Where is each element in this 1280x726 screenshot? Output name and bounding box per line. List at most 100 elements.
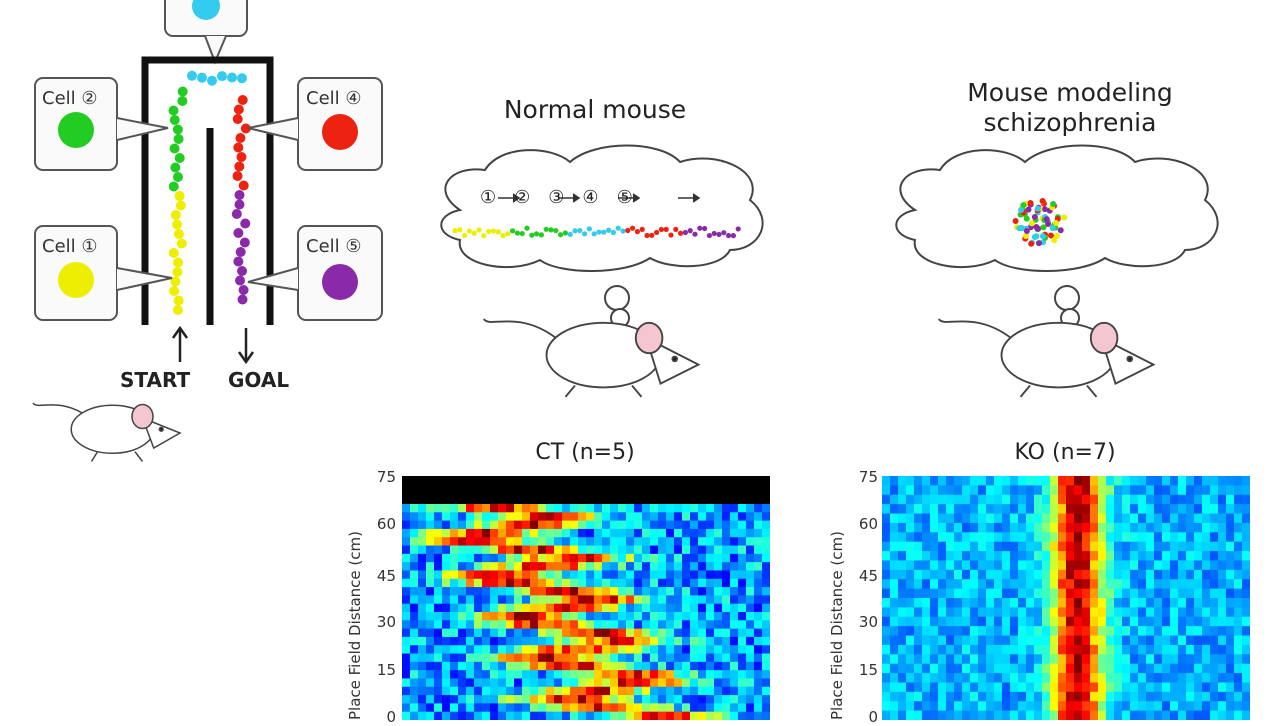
- heatmap-cell: [522, 628, 531, 638]
- heatmap-cell: [1098, 560, 1107, 571]
- heatmap-cell: [754, 628, 763, 638]
- heatmap-cell: [594, 645, 603, 655]
- heatmap-cell: [1066, 616, 1075, 627]
- heatmap-cell: [1010, 626, 1019, 637]
- heatmap-cell: [1162, 485, 1171, 496]
- heatmap-cell: [962, 701, 971, 712]
- heatmap-cell: [674, 703, 683, 713]
- heatmap-cell: [1194, 682, 1203, 693]
- heatmap-cell: [1050, 626, 1059, 637]
- heatmap-cell: [754, 670, 763, 679]
- heatmap-cell: [442, 595, 451, 605]
- heatmap-cell: [1154, 504, 1163, 515]
- heatmap-cell: [938, 532, 947, 543]
- heatmap-cell: [434, 512, 443, 522]
- heatmap-cell: [434, 645, 443, 655]
- heatmap-cell: [1106, 701, 1115, 712]
- cluster-dot: [1027, 200, 1034, 207]
- heatmap-cell: [530, 686, 539, 696]
- heatmap-cell: [1130, 598, 1139, 608]
- heatmap-cell: [754, 520, 763, 530]
- heatmap-cell: [666, 504, 675, 513]
- heatmap-cell: [1066, 513, 1075, 524]
- heatmap-cell: [482, 587, 491, 596]
- heatmap-cell: [754, 695, 763, 704]
- heatmap-cell: [714, 711, 723, 720]
- heatmap-cell: [578, 686, 587, 696]
- heatmap-cell: [522, 587, 531, 596]
- sequence-dot: [697, 225, 703, 231]
- heatmap-cell: [1122, 560, 1131, 571]
- heatmap-cell: [1210, 551, 1219, 561]
- heatmap-cell: [442, 620, 451, 630]
- heatmap-cell: [1018, 673, 1027, 683]
- heatmap-cell: [1154, 701, 1163, 712]
- heatmap-cell: [978, 616, 987, 627]
- heatmap-cell: [546, 578, 555, 588]
- heatmap-cell: [898, 569, 907, 580]
- cluster-dot: [1016, 225, 1023, 232]
- heatmap-cell: [898, 541, 907, 552]
- heatmap-cell: [738, 636, 747, 646]
- heatmap-cell: [570, 645, 579, 655]
- heatmap-cell: [570, 504, 579, 513]
- heatmap-cell: [626, 695, 635, 704]
- heatmap-cell: [1186, 710, 1195, 720]
- heatmap-cell: [570, 711, 579, 720]
- heatmap-cell: [618, 653, 627, 663]
- heatmap-cell: [618, 537, 627, 547]
- heatmap-cell: [434, 537, 443, 547]
- heatmap-cell: [1210, 607, 1219, 618]
- sequence-dot: [668, 232, 674, 238]
- heatmap-cell: [514, 695, 523, 704]
- heatmap-cell: [402, 695, 411, 704]
- heatmap-cell: [986, 588, 995, 599]
- heatmap-cell: [402, 528, 411, 538]
- heatmap-cell: [474, 653, 483, 663]
- heatmap-cell: [610, 711, 619, 720]
- heatmap-cell: [458, 545, 467, 555]
- heatmap-cell: [746, 553, 755, 563]
- heatmap-cell: [530, 628, 539, 638]
- heatmap-cell: [698, 504, 707, 513]
- heatmap-cell: [1138, 710, 1147, 720]
- heatmap-cell: [1202, 598, 1211, 608]
- heatmap-cell: [426, 645, 435, 655]
- heatmap-cell: [1218, 485, 1227, 496]
- heatmap-cell: [554, 695, 563, 704]
- heatmap-cell: [1058, 635, 1067, 646]
- heatmap-cell: [882, 663, 891, 674]
- heatmap-cell: [938, 644, 947, 655]
- heatmap-cell: [426, 620, 435, 630]
- heatmap-cell: [1122, 682, 1131, 693]
- heatmap-cell: [1170, 682, 1179, 693]
- heatmap-cell: [1090, 522, 1099, 533]
- heatmap-cell: [1186, 598, 1195, 608]
- heatmap-cell: [1042, 532, 1051, 543]
- heatmap-cell: [674, 545, 683, 555]
- heatmap-cell: [658, 686, 667, 696]
- heatmap-cell: [898, 560, 907, 571]
- trajectory-dot: [170, 162, 181, 173]
- heatmap-cell: [954, 532, 963, 543]
- heatmap-cell: [978, 691, 987, 702]
- heatmap-cell: [674, 603, 683, 613]
- cell1-label: Cell ①: [42, 236, 98, 257]
- heatmap-cell: [882, 485, 891, 496]
- heatmap-cell: [978, 701, 987, 712]
- heatmap-cell: [970, 588, 979, 599]
- heatmap-cell: [1010, 710, 1019, 720]
- heatmap-cell: [626, 595, 635, 605]
- heatmap-cell: [642, 504, 651, 513]
- heatmap-cell: [754, 661, 763, 671]
- heatmap-cell: [674, 512, 683, 522]
- heatmap-cell: [1218, 494, 1227, 505]
- cluster-dot: [1028, 220, 1035, 227]
- heatmap-cell: [746, 711, 755, 720]
- heatmap-cell: [594, 636, 603, 646]
- heatmap-cell: [530, 553, 539, 563]
- heatmap-cell: [570, 661, 579, 671]
- heatmap-cell: [1098, 635, 1107, 646]
- heatmap-cell: [1178, 532, 1187, 543]
- heatmap-cell: [474, 628, 483, 638]
